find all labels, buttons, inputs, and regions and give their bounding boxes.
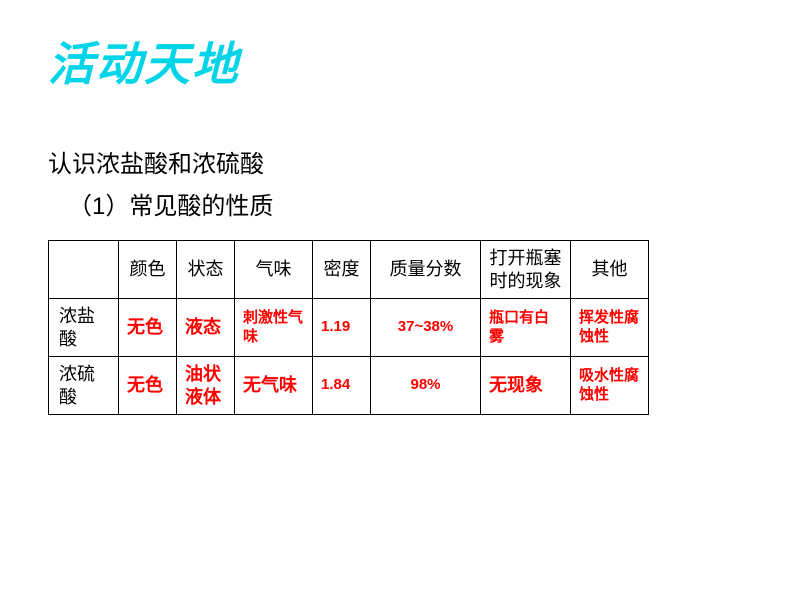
page-title: 活动天地: [48, 28, 240, 94]
cell-h2so4-state: 油状液体: [177, 357, 235, 415]
cell-h2so4-color: 无色: [119, 357, 177, 415]
cell-hcl-density: 1.19: [313, 299, 371, 357]
col-smell: 气味: [235, 241, 313, 299]
cell-hcl-state: 液态: [177, 299, 235, 357]
cell-h2so4-smell: 无气味: [235, 357, 313, 415]
subtitle-line-2: （1）常见酸的性质: [68, 186, 273, 221]
col-color: 颜色: [119, 241, 177, 299]
table-header-row: 颜色 状态 气味 密度 质量分数 打开瓶塞时的现象 其他: [49, 241, 649, 299]
cell-hcl-smell: 刺激性气味: [235, 299, 313, 357]
col-open-phenomenon: 打开瓶塞时的现象: [481, 241, 571, 299]
cell-h2so4-mass: 98%: [371, 357, 481, 415]
table-row: 浓盐酸 无色 液态 刺激性气味 1.19 37~38% 瓶口有白雾 挥发性腐蚀性: [49, 299, 649, 357]
row-label-h2so4: 浓硫酸: [49, 357, 119, 415]
col-other: 其他: [571, 241, 649, 299]
col-density: 密度: [313, 241, 371, 299]
cell-hcl-open: 瓶口有白雾: [481, 299, 571, 357]
table-row: 浓硫酸 无色 油状液体 无气味 1.84 98% 无现象 吸水性腐蚀性: [49, 357, 649, 415]
subtitle-line-1: 认识浓盐酸和浓硫酸: [48, 144, 264, 179]
cell-h2so4-other: 吸水性腐蚀性: [571, 357, 649, 415]
col-state: 状态: [177, 241, 235, 299]
row-label-hcl: 浓盐酸: [49, 299, 119, 357]
acid-properties-table: 颜色 状态 气味 密度 质量分数 打开瓶塞时的现象 其他 浓盐酸 无色 液态 刺…: [48, 240, 649, 415]
table: 颜色 状态 气味 密度 质量分数 打开瓶塞时的现象 其他 浓盐酸 无色 液态 刺…: [48, 240, 649, 415]
cell-hcl-other: 挥发性腐蚀性: [571, 299, 649, 357]
cell-h2so4-open: 无现象: [481, 357, 571, 415]
col-mass-fraction: 质量分数: [371, 241, 481, 299]
cell-hcl-mass: 37~38%: [371, 299, 481, 357]
cell-h2so4-density: 1.84: [313, 357, 371, 415]
col-blank: [49, 241, 119, 299]
cell-hcl-color: 无色: [119, 299, 177, 357]
